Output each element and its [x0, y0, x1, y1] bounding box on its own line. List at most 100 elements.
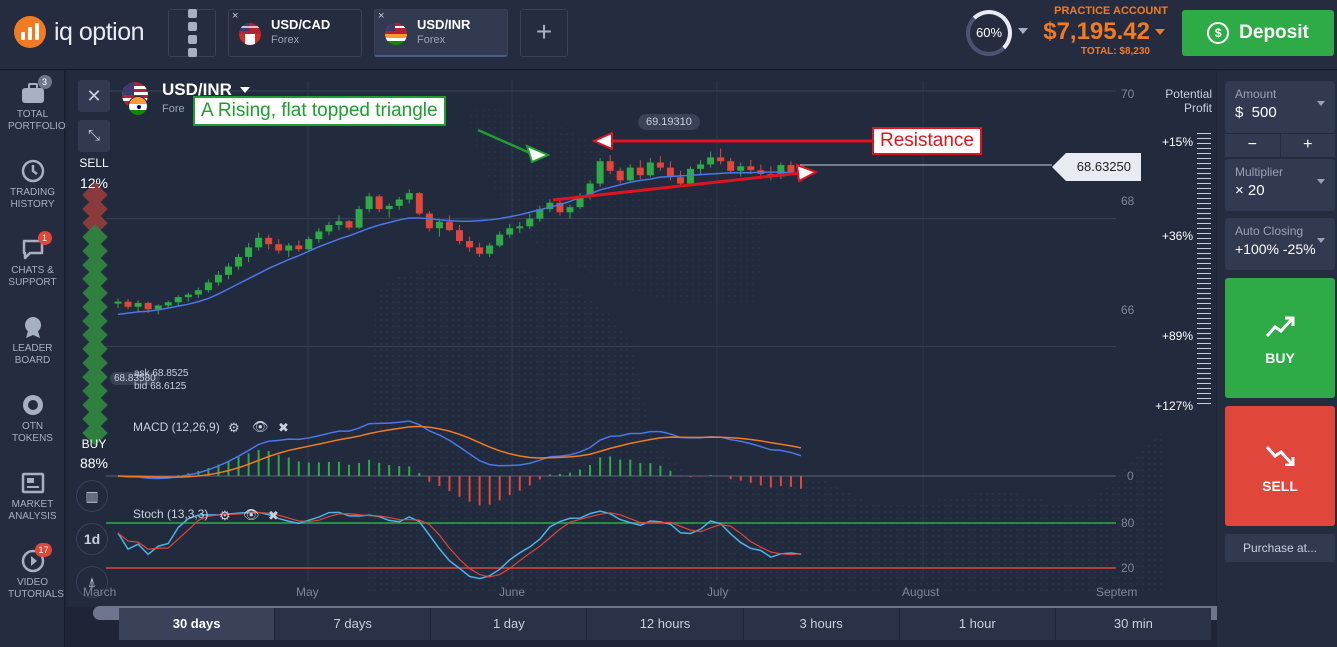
period-7-days[interactable]: 7 days — [333, 616, 372, 631]
candle-body — [315, 231, 323, 240]
period-30-min[interactable]: 30 min — [1113, 616, 1153, 631]
iq-option-logo[interactable]: iq option — [14, 16, 145, 48]
close-tab-icon[interactable]: × — [232, 10, 239, 22]
price-chart[interactable] — [66, 71, 1216, 607]
period-30-days[interactable]: 30 days — [119, 608, 275, 640]
account-type-label: PRACTICE ACCOUNT — [1054, 5, 1168, 17]
triangle-annotation: A Rising, flat topped triangle — [193, 96, 446, 126]
add-tab-button[interactable]: + — [520, 9, 568, 57]
sentiment-segment — [82, 364, 108, 390]
auto-closing-field[interactable]: Auto Closing +100% -25% — [1225, 218, 1335, 270]
medal-icon — [20, 315, 46, 339]
candle-body — [676, 177, 684, 184]
tab-usd-inr[interactable]: × USD/INR Forex — [374, 9, 508, 57]
auto-closing-value: +100% -25% — [1235, 241, 1316, 257]
stoch-label[interactable]: Stoch (13,3,3) — [133, 507, 209, 521]
sidebar-item-leaderboard[interactable]: LEADER BOARD — [0, 315, 65, 367]
world-map-silhouette — [366, 262, 1166, 591]
candle-body — [777, 165, 785, 177]
chevron-down-icon[interactable] — [1155, 29, 1165, 35]
high-price-label: 69.19310 — [638, 114, 700, 130]
candle-body — [204, 282, 212, 291]
sidebar-item-otn[interactable]: OTN TOKENS — [0, 393, 65, 445]
close-tab-icon[interactable]: × — [378, 10, 385, 22]
candle-body — [737, 166, 745, 171]
settings-icon[interactable]: ⚙ — [228, 420, 240, 435]
chart-type-icon[interactable]: ▥ — [76, 480, 108, 512]
y-axis-label: 68 — [1121, 194, 1135, 208]
profit-scale-ticks — [1197, 133, 1211, 408]
chart-panel[interactable]: ✕ ⤡ SELL 12% BUY 88% ▥ 1d ⍋ 〜 — [66, 71, 1216, 607]
candle-body — [787, 165, 795, 173]
y-axis-label: 70 — [1121, 87, 1135, 101]
sidebar-item-tutorials[interactable]: 17 VIDEO TUTORIALS — [0, 543, 65, 601]
eye-icon[interactable]: 👁 — [252, 419, 269, 434]
timeframe-button[interactable]: 1d — [76, 523, 108, 555]
candle-body — [566, 207, 574, 213]
briefcase-icon: 3 — [20, 75, 52, 105]
chevron-down-icon[interactable] — [1317, 179, 1325, 184]
period-12-hours[interactable]: 12 hours — [639, 616, 691, 631]
tab-usd-cad[interactable]: × USD/CAD Forex — [228, 9, 362, 57]
news-icon — [20, 471, 46, 495]
sell-sentiment-value: 12% — [79, 175, 109, 191]
sidebar-item-chats[interactable]: 1 CHATS & SUPPORT — [0, 231, 65, 289]
amount-value[interactable]: $ 500 — [1235, 104, 1277, 121]
collapse-icon[interactable]: ⤡ — [78, 120, 110, 152]
chevron-down-icon[interactable] — [1317, 238, 1325, 243]
candle-body — [747, 166, 755, 171]
candle-body — [194, 290, 202, 295]
resistance-annotation: Resistance — [872, 127, 982, 155]
stoch-d-line — [117, 512, 802, 578]
candle-body — [486, 245, 494, 254]
indicators-icon[interactable]: ⍋ — [76, 566, 108, 598]
purchase-at-button[interactable]: Purchase at... — [1225, 534, 1335, 562]
candle-body — [717, 157, 725, 162]
portfolio-badge: 3 — [37, 75, 52, 89]
profit-pct: +127% — [1155, 399, 1193, 413]
auto-closing-label: Auto Closing — [1235, 224, 1304, 238]
candle-body — [265, 237, 273, 245]
close-icon[interactable]: ✖ — [278, 420, 289, 435]
decrease-amount-button[interactable]: − — [1225, 133, 1281, 157]
macd-indicator — [117, 420, 802, 506]
chevron-down-icon[interactable] — [1317, 101, 1325, 106]
increase-amount-button[interactable]: + — [1280, 133, 1335, 157]
sidebar-item-analysis[interactable]: MARKET ANALYSIS — [0, 471, 65, 523]
chevron-down-icon[interactable] — [1018, 28, 1028, 34]
amount-field[interactable]: Amount $ 500 — [1225, 81, 1335, 133]
sell-button[interactable]: SELL — [1225, 406, 1335, 526]
candle-body — [496, 234, 504, 246]
account-balance[interactable]: PRACTICE ACCOUNT $7,195.42 TOTAL: $8,230 — [1040, 5, 1168, 57]
sidebar-item-history[interactable]: TRADING HISTORY — [0, 159, 65, 211]
sentiment-segment — [82, 280, 108, 306]
x-axis-label: March — [83, 585, 117, 599]
buy-button[interactable]: BUY — [1225, 278, 1335, 398]
sentiment-gauge[interactable]: 60% — [966, 10, 1012, 56]
sidebar-item-label: VIDEO TUTORIALS — [8, 577, 64, 600]
close-chart-icon[interactable]: ✕ — [78, 80, 110, 112]
period-1-hour[interactable]: 1 hour — [958, 616, 996, 631]
profit-label-top: Potential — [1165, 87, 1212, 101]
close-icon[interactable]: ✖ — [268, 508, 279, 523]
candle-body — [687, 168, 695, 184]
sentiment-segment — [82, 406, 108, 432]
candle-body — [516, 226, 524, 229]
candle-body — [636, 167, 644, 176]
settings-icon[interactable]: ⚙ — [219, 508, 231, 523]
grid-view-button[interactable] — [168, 9, 216, 57]
x-axis-label: May — [296, 585, 319, 599]
period-3-hours[interactable]: 3 hours — [799, 616, 843, 631]
chevron-down-icon[interactable] — [240, 87, 250, 93]
candle-body — [435, 221, 443, 229]
asset-title[interactable]: USD/INR — [162, 80, 232, 99]
flag-us-in-icon — [385, 23, 407, 45]
sidebar-item-portfolio[interactable]: 3 TOTAL PORTFOLIO — [0, 75, 66, 133]
candle-body — [335, 221, 343, 226]
period-1-day[interactable]: 1 day — [492, 616, 525, 631]
candle-body — [606, 161, 614, 171]
multiplier-field[interactable]: Multiplier × 20 — [1225, 159, 1335, 211]
macd-label[interactable]: MACD (12,26,9) — [133, 420, 220, 434]
eye-icon[interactable]: 👁 — [243, 507, 260, 522]
deposit-button[interactable]: $ Deposit — [1182, 10, 1334, 56]
